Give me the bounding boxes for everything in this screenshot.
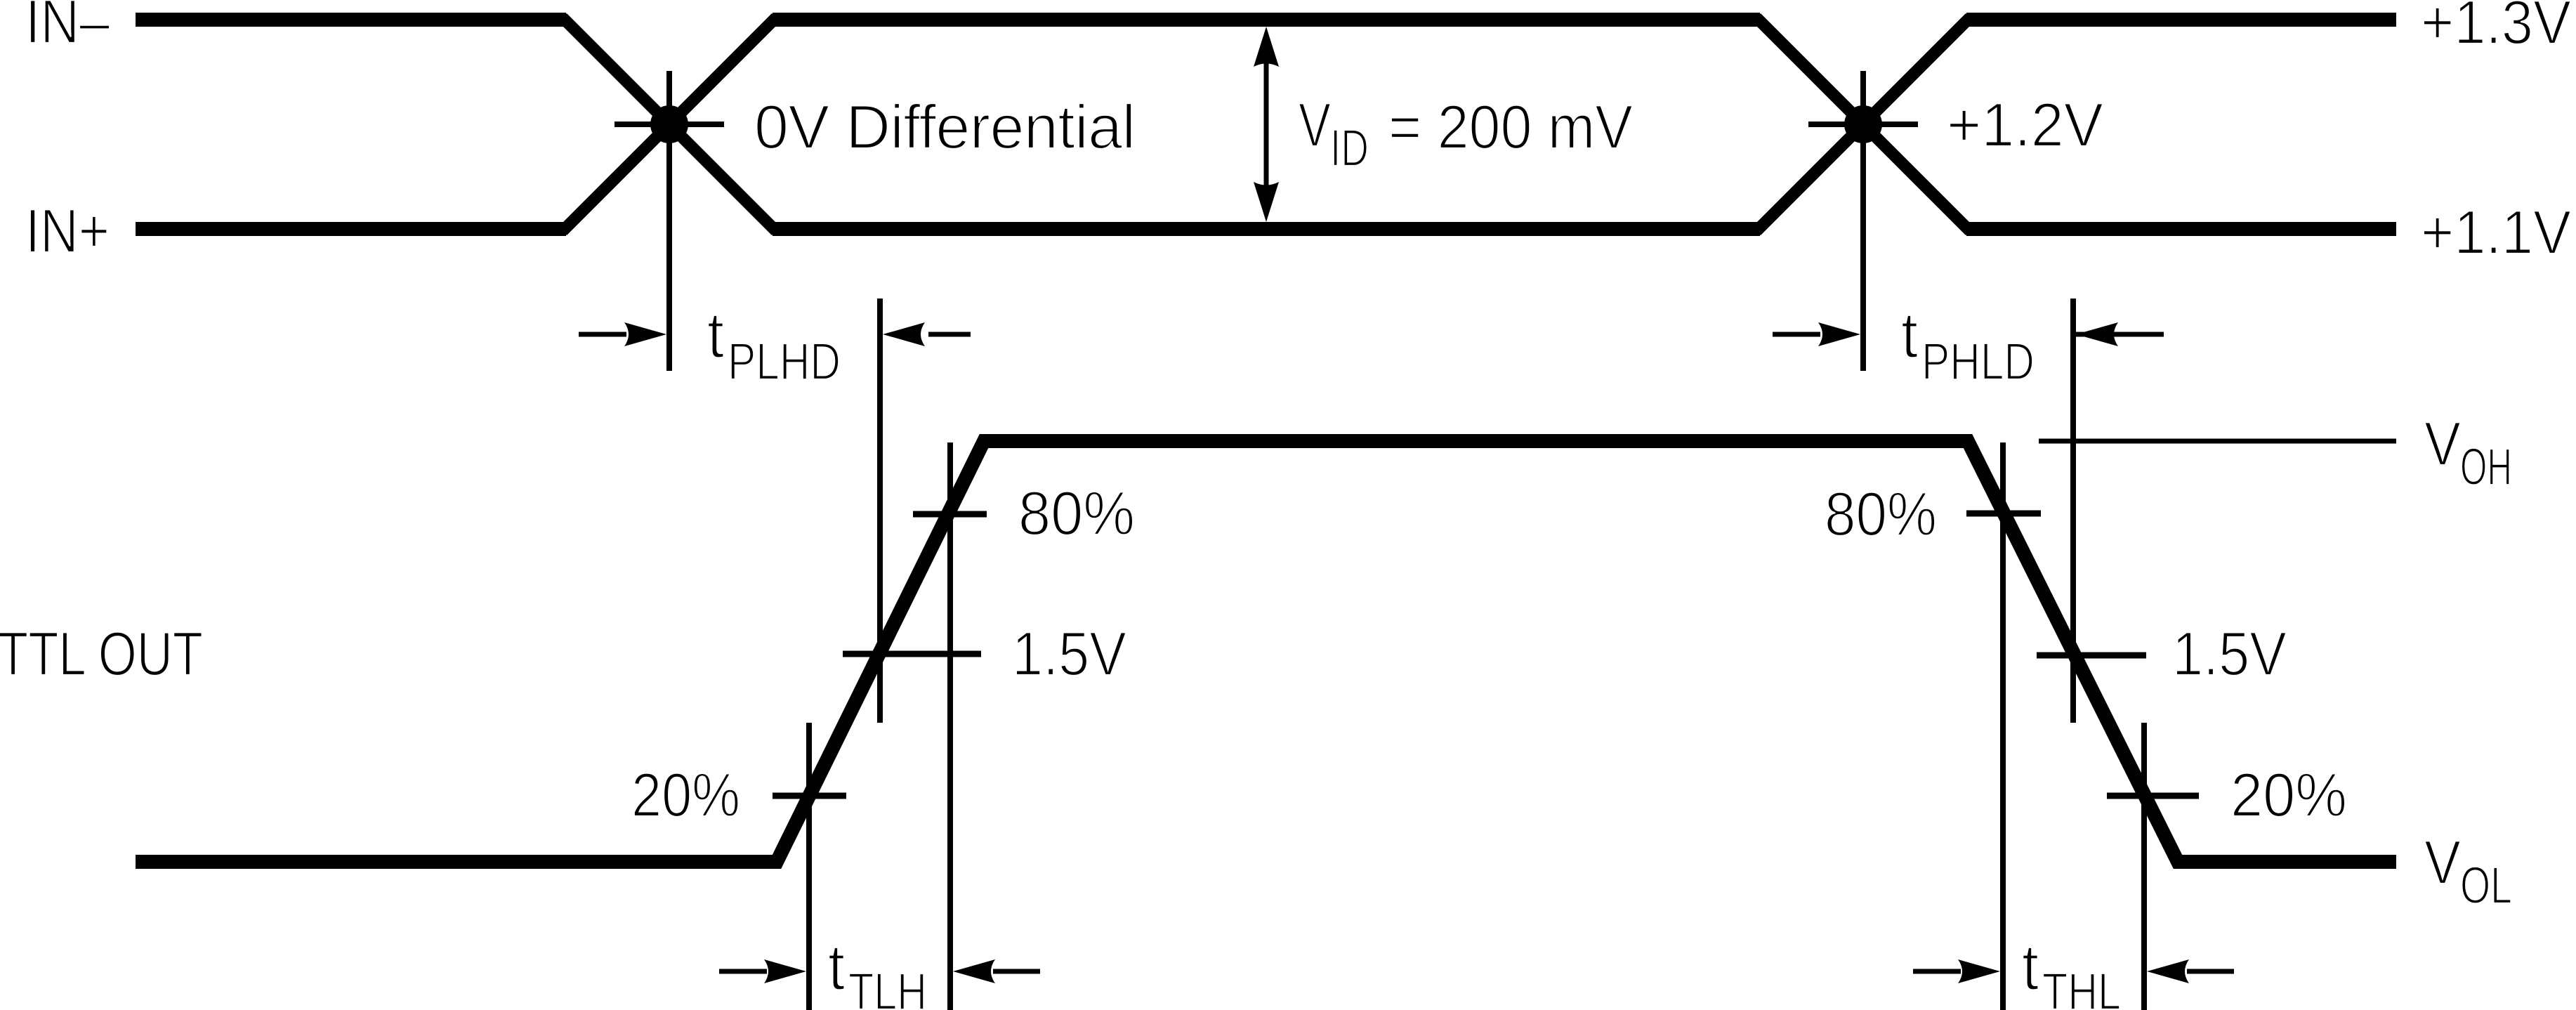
svg-text:+1.3V: +1.3V	[2421, 0, 2571, 57]
svg-text:t: t	[828, 931, 845, 1004]
svg-text:V: V	[2424, 827, 2461, 897]
svg-text:80%: 80%	[1825, 479, 1937, 549]
svg-text:THL: THL	[2042, 962, 2121, 1010]
svg-text:OL: OL	[2460, 856, 2512, 914]
svg-text:V: V	[1299, 90, 1331, 159]
svg-text:0V Differential: 0V Differential	[754, 92, 1136, 162]
svg-text:20%: 20%	[2230, 760, 2347, 829]
svg-text:PLHD: PLHD	[728, 332, 841, 391]
svg-text:1.5V: 1.5V	[2172, 619, 2287, 688]
svg-text:+1.1V: +1.1V	[2421, 197, 2571, 267]
svg-text:OH: OH	[2460, 438, 2512, 496]
svg-text:V: V	[2424, 409, 2461, 478]
svg-text:PHLD: PHLD	[1921, 332, 2035, 391]
svg-text:t: t	[1901, 299, 1918, 372]
svg-text:TTL OUT: TTL OUT	[0, 619, 203, 688]
svg-text:TLH: TLH	[848, 962, 927, 1010]
svg-text:1.5V: 1.5V	[1012, 619, 1126, 688]
svg-text:ID: ID	[1330, 119, 1369, 177]
svg-text:80%: 80%	[1018, 478, 1135, 548]
svg-text:t: t	[2022, 931, 2039, 1004]
svg-text:t: t	[707, 299, 724, 372]
svg-text:+1.2V: +1.2V	[1947, 90, 2103, 159]
svg-text:20%: 20%	[631, 760, 740, 829]
svg-text:IN+: IN+	[25, 196, 110, 265]
svg-text:= 200 mV: = 200 mV	[1388, 92, 1633, 162]
svg-text:IN–: IN–	[25, 0, 110, 56]
